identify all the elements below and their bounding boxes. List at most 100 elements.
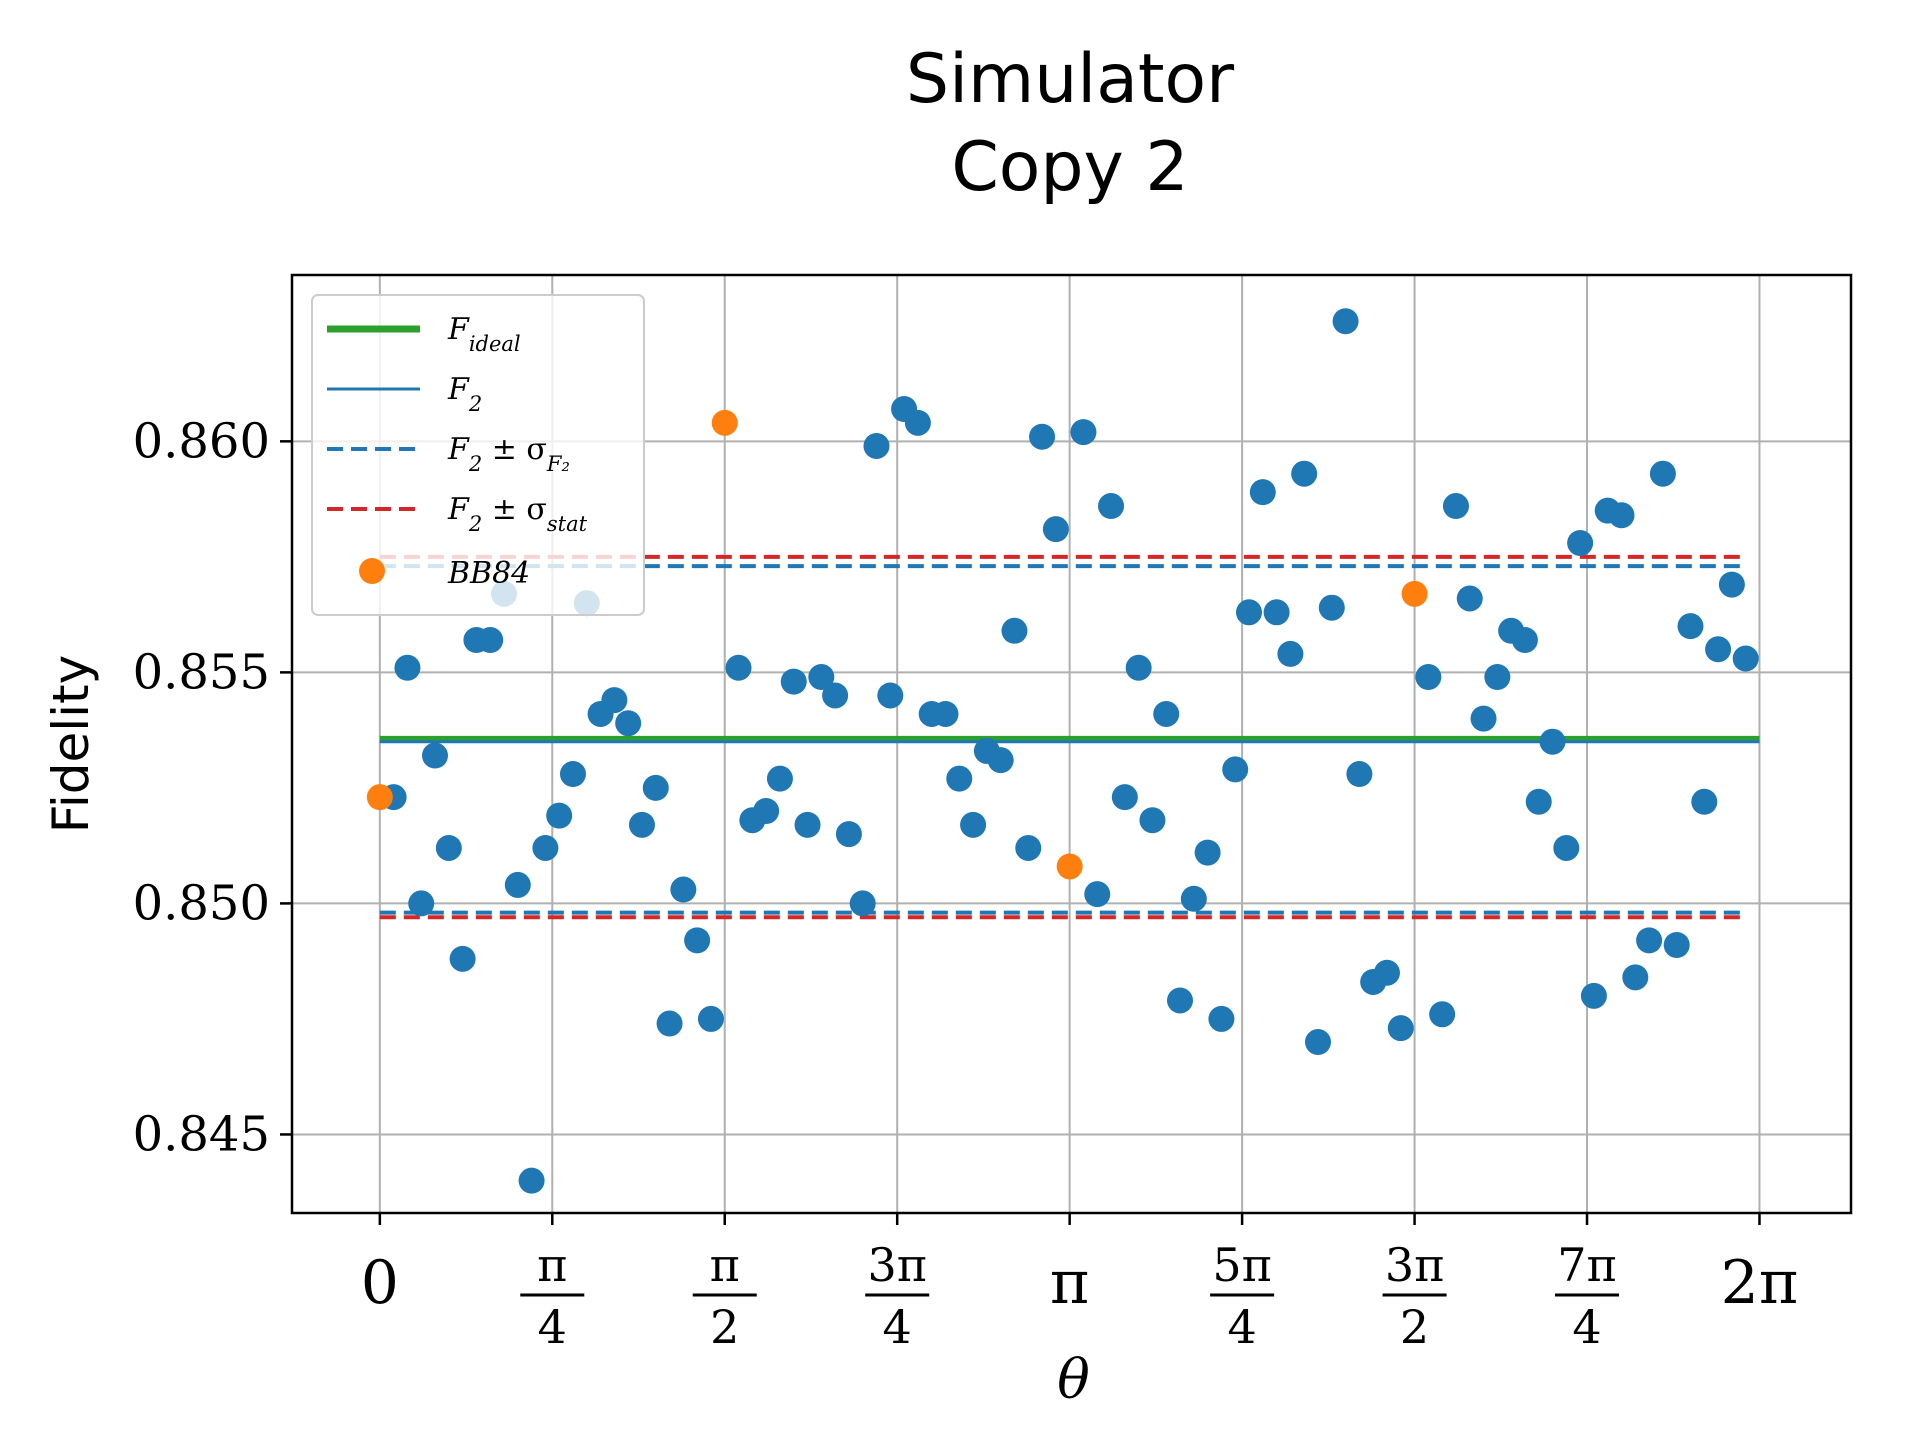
x-axis-label: θ — [1057, 1348, 1090, 1411]
fidelity-point — [449, 945, 476, 972]
chart-title: Simulator Copy 2 — [906, 40, 1234, 207]
fidelity-point — [1098, 493, 1125, 520]
y-axis-label: Fidelity — [42, 655, 100, 834]
fidelity-point — [1732, 645, 1759, 672]
fidelity-point — [1718, 571, 1745, 598]
fidelity-point — [656, 1010, 683, 1037]
fidelity-point — [684, 927, 711, 954]
fidelity-point — [504, 871, 531, 898]
reference-lines — [379, 554, 1760, 920]
fidelity-point — [1291, 460, 1318, 487]
fidelity-point — [1484, 664, 1511, 690]
fidelity-point — [863, 432, 890, 459]
fidelity-point — [1167, 987, 1194, 1014]
fidelity-point — [1001, 617, 1028, 644]
x-axis-ticks: 0 π 4 π 2 3π 4 π 5π 4 3π 2 7π 4 2π — [361, 1213, 1798, 1354]
fidelity-point — [1263, 599, 1290, 626]
fidelity-point — [1553, 834, 1580, 861]
x-tick-numerator: 3π — [1385, 1238, 1445, 1292]
legend-box — [311, 294, 645, 616]
fidelity-point — [1677, 613, 1704, 640]
fidelity-point — [477, 627, 504, 654]
x-tick-label: π — [1050, 1248, 1089, 1318]
fidelity-point — [546, 802, 573, 829]
fidelity-point — [1525, 788, 1552, 815]
fidelity-point — [628, 811, 655, 838]
fidelity-point — [1222, 756, 1249, 783]
legend-swatch — [359, 558, 385, 584]
x-tick-denominator: 4 — [1227, 1300, 1256, 1354]
fidelity-point — [697, 1005, 724, 1032]
x-tick-denominator: 2 — [1400, 1300, 1429, 1354]
fidelity-point — [559, 761, 586, 788]
fidelity-point — [1015, 834, 1042, 861]
x-tick-denominator: 4 — [1572, 1300, 1601, 1354]
fidelity-point — [1125, 654, 1152, 681]
x-tick-numerator: 3π — [867, 1238, 927, 1292]
fidelity-point — [615, 710, 642, 737]
fidelity-point — [904, 409, 931, 436]
fidelity-point — [1511, 627, 1538, 654]
fidelity-point — [780, 668, 807, 695]
y-axis-ticks: 0.845 0.850 0.855 0.860 — [133, 413, 292, 1162]
fidelity-point — [1539, 728, 1566, 755]
fidelity-point — [808, 664, 835, 690]
fidelity-point — [1387, 1015, 1414, 1042]
fidelity-point — [1153, 700, 1180, 727]
fidelity-point — [1415, 664, 1442, 690]
y-tick-label: 0.855 — [133, 644, 270, 700]
fidelity-point — [1649, 460, 1676, 487]
fidelity-point — [1567, 530, 1594, 556]
fidelity-point — [642, 774, 669, 801]
fidelity-point — [1180, 885, 1207, 912]
x-tick-numerator: 5π — [1212, 1238, 1272, 1292]
fidelity-point — [1277, 640, 1304, 667]
fidelity-point — [1332, 308, 1359, 335]
fidelity-point — [987, 747, 1014, 774]
chart-title-line: Copy 2 — [951, 128, 1188, 207]
fidelity-point — [1042, 516, 1069, 543]
fidelity-point — [435, 834, 462, 861]
fidelity-point — [960, 811, 987, 838]
x-tick-denominator: 4 — [538, 1300, 567, 1354]
x-tick-numerator: π — [710, 1238, 740, 1292]
y-tick-label: 0.845 — [133, 1106, 270, 1162]
fidelity-point — [877, 682, 904, 709]
fidelity-point — [1111, 784, 1138, 811]
fidelity-point — [849, 890, 876, 917]
fidelity-point — [835, 821, 862, 848]
data-points — [366, 308, 1759, 1194]
fidelity-point — [1429, 1001, 1456, 1028]
fidelity-point — [1304, 1029, 1331, 1056]
fidelity-point — [422, 742, 449, 769]
fidelity-point — [670, 876, 697, 903]
fidelity-point — [394, 654, 421, 681]
fidelity-point — [1194, 839, 1221, 866]
fidelity-point — [1608, 502, 1635, 529]
fidelity-point — [946, 765, 973, 792]
fidelity-point — [1346, 761, 1373, 788]
y-tick-label: 0.850 — [133, 875, 270, 931]
fidelity-point — [753, 798, 780, 824]
x-tick-denominator: 2 — [710, 1300, 739, 1354]
bb84-point — [1401, 580, 1428, 607]
fidelity-point — [1249, 479, 1276, 506]
fidelity-point — [1208, 1005, 1235, 1032]
fidelity-point — [725, 654, 752, 681]
legend-label: BB84 — [447, 556, 530, 591]
fidelity-point — [1373, 959, 1400, 986]
fidelity-point — [1705, 636, 1732, 663]
fidelity-point — [1070, 419, 1097, 446]
x-tick-numerator: 7π — [1557, 1238, 1617, 1292]
fidelity-point — [1470, 705, 1497, 732]
fidelity-point — [932, 700, 959, 727]
fidelity-point — [766, 765, 793, 792]
bb84-point — [366, 784, 393, 811]
fidelity-point — [518, 1167, 545, 1194]
fidelity-point — [1236, 599, 1263, 626]
x-tick-denominator: 4 — [883, 1300, 912, 1354]
bb84-point — [1056, 853, 1083, 880]
x-tick-numerator: π — [537, 1238, 567, 1292]
fidelity-point — [1691, 788, 1718, 815]
